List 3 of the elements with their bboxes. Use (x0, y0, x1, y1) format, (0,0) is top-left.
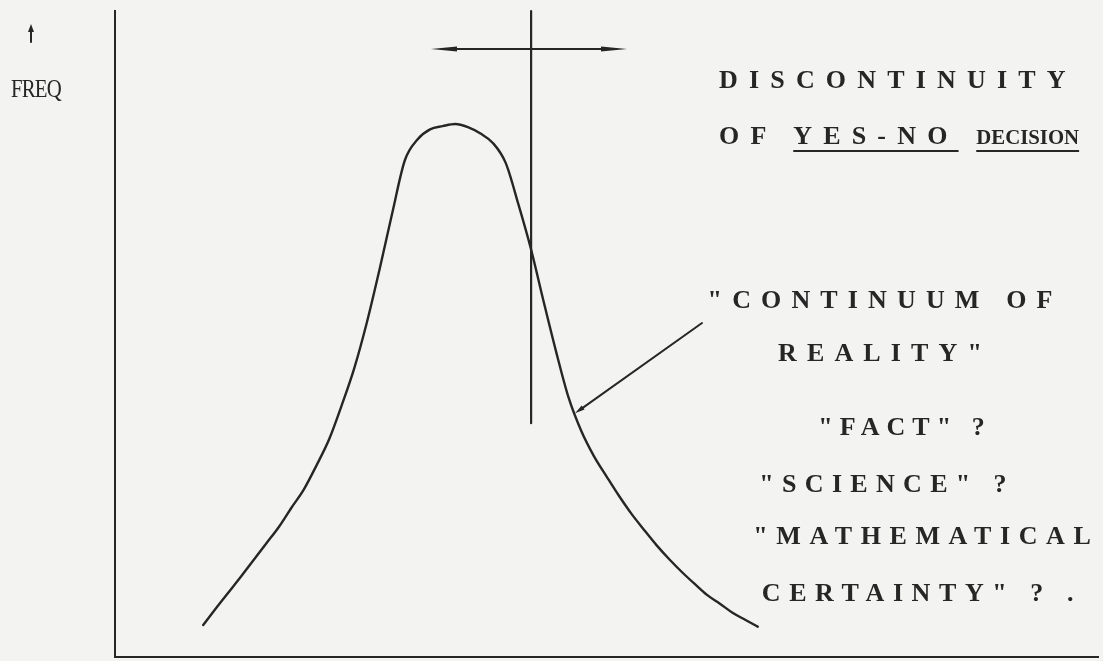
annotation: "FACT" ? (818, 412, 992, 442)
y-axis-title: FREQ (11, 73, 61, 104)
annotation: "SCIENCE" ? (759, 469, 1015, 499)
